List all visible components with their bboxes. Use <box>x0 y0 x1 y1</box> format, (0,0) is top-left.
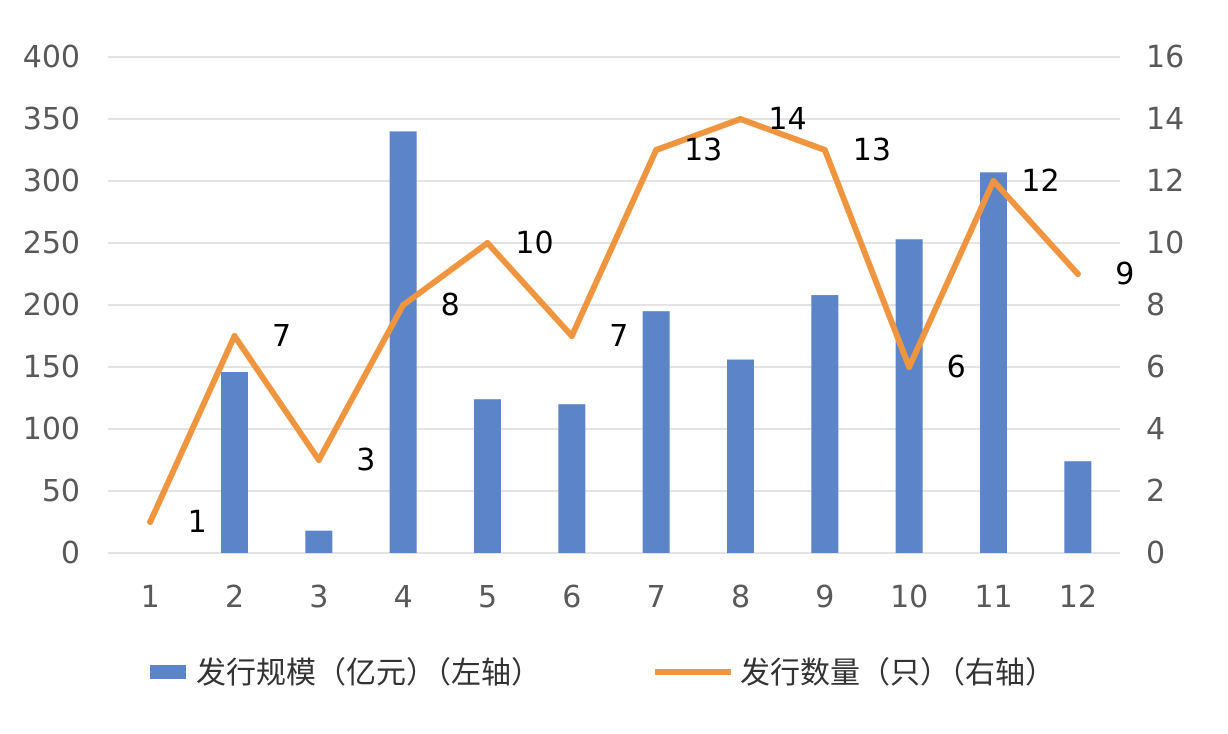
right-tick-label: 6 <box>1146 350 1165 385</box>
line-point <box>315 457 322 463</box>
left-tick-label: 300 <box>23 164 80 199</box>
right-tick-label: 16 <box>1146 40 1184 75</box>
x-tick-label: 10 <box>890 580 928 615</box>
right-tick-label: 4 <box>1146 412 1165 447</box>
legend-label-line: 发行数量（只）（右轴） <box>740 656 1055 691</box>
x-tick-label: 6 <box>562 580 581 615</box>
line-data-label: 13 <box>853 133 891 168</box>
line-point <box>653 147 660 153</box>
line-point <box>737 116 744 122</box>
line-point <box>1074 271 1081 277</box>
bar <box>305 530 333 553</box>
data-labels: 1 7 3 8 10 7 13 14 13 6 12 9 <box>188 102 1135 540</box>
x-tick-label: 11 <box>974 580 1012 615</box>
line-data-label: 12 <box>1021 164 1059 199</box>
right-tick-label: 10 <box>1146 226 1184 261</box>
left-tick-label: 50 <box>42 474 80 509</box>
bar <box>811 295 839 553</box>
bar <box>558 404 586 553</box>
grid-lines <box>108 56 1120 554</box>
x-axis-ticks: 1 2 3 4 5 6 7 8 9 10 11 12 <box>141 580 1097 615</box>
line-point <box>400 302 407 308</box>
right-axis-ticks: 0 2 4 6 8 10 12 14 16 <box>1146 40 1184 571</box>
bar <box>642 311 670 553</box>
bar <box>1064 461 1092 553</box>
line-data-label: 7 <box>272 319 291 354</box>
x-tick-label: 3 <box>309 580 328 615</box>
line-data-label: 10 <box>515 226 553 261</box>
left-tick-label: 200 <box>23 288 80 323</box>
line-data-label: 3 <box>356 443 375 478</box>
line-data-label: 13 <box>684 133 722 168</box>
right-tick-label: 14 <box>1146 102 1184 137</box>
left-axis-ticks: 0 50 100 150 200 250 300 350 400 <box>23 40 80 571</box>
line-point <box>147 519 154 525</box>
line-data-label: 1 <box>188 505 207 540</box>
right-tick-label: 8 <box>1146 288 1165 323</box>
line-point <box>906 364 913 370</box>
line-point <box>231 333 238 339</box>
right-tick-label: 2 <box>1146 474 1165 509</box>
line-point <box>484 240 491 246</box>
bar <box>389 131 417 553</box>
x-tick-label: 7 <box>647 580 666 615</box>
legend: 发行规模（亿元）（左轴） 发行数量（只）（右轴） <box>150 656 1055 691</box>
x-tick-label: 2 <box>225 580 244 615</box>
x-tick-label: 9 <box>815 580 834 615</box>
line-point <box>568 333 575 339</box>
left-tick-label: 100 <box>23 412 80 447</box>
line-data-label: 14 <box>768 102 806 137</box>
legend-swatch-bar <box>150 665 186 679</box>
line-data-label: 7 <box>609 319 628 354</box>
line-data-label: 9 <box>1115 257 1134 292</box>
line-series <box>147 116 1081 525</box>
right-tick-label: 12 <box>1146 164 1184 199</box>
bar <box>474 399 501 553</box>
x-tick-label: 4 <box>394 580 413 615</box>
bar <box>727 359 754 553</box>
line-path <box>147 116 1081 525</box>
x-tick-label: 12 <box>1059 580 1097 615</box>
left-tick-label: 150 <box>23 350 80 385</box>
line-point <box>821 147 828 153</box>
bar-series <box>221 131 1092 553</box>
left-tick-label: 400 <box>23 40 80 75</box>
left-tick-label: 350 <box>23 102 80 137</box>
x-tick-label: 1 <box>141 580 160 615</box>
left-tick-label: 250 <box>23 226 80 261</box>
line-data-label: 6 <box>947 350 966 385</box>
left-tick-label: 0 <box>61 536 80 571</box>
line-data-label: 8 <box>441 288 460 323</box>
x-tick-label: 5 <box>478 580 497 615</box>
bar <box>980 172 1007 553</box>
bar <box>895 239 923 553</box>
legend-label-bar: 发行规模（亿元）（左轴） <box>196 656 541 691</box>
line-point <box>990 178 997 184</box>
right-tick-label: 0 <box>1146 536 1165 571</box>
x-tick-label: 8 <box>731 580 750 615</box>
bar <box>221 371 248 553</box>
